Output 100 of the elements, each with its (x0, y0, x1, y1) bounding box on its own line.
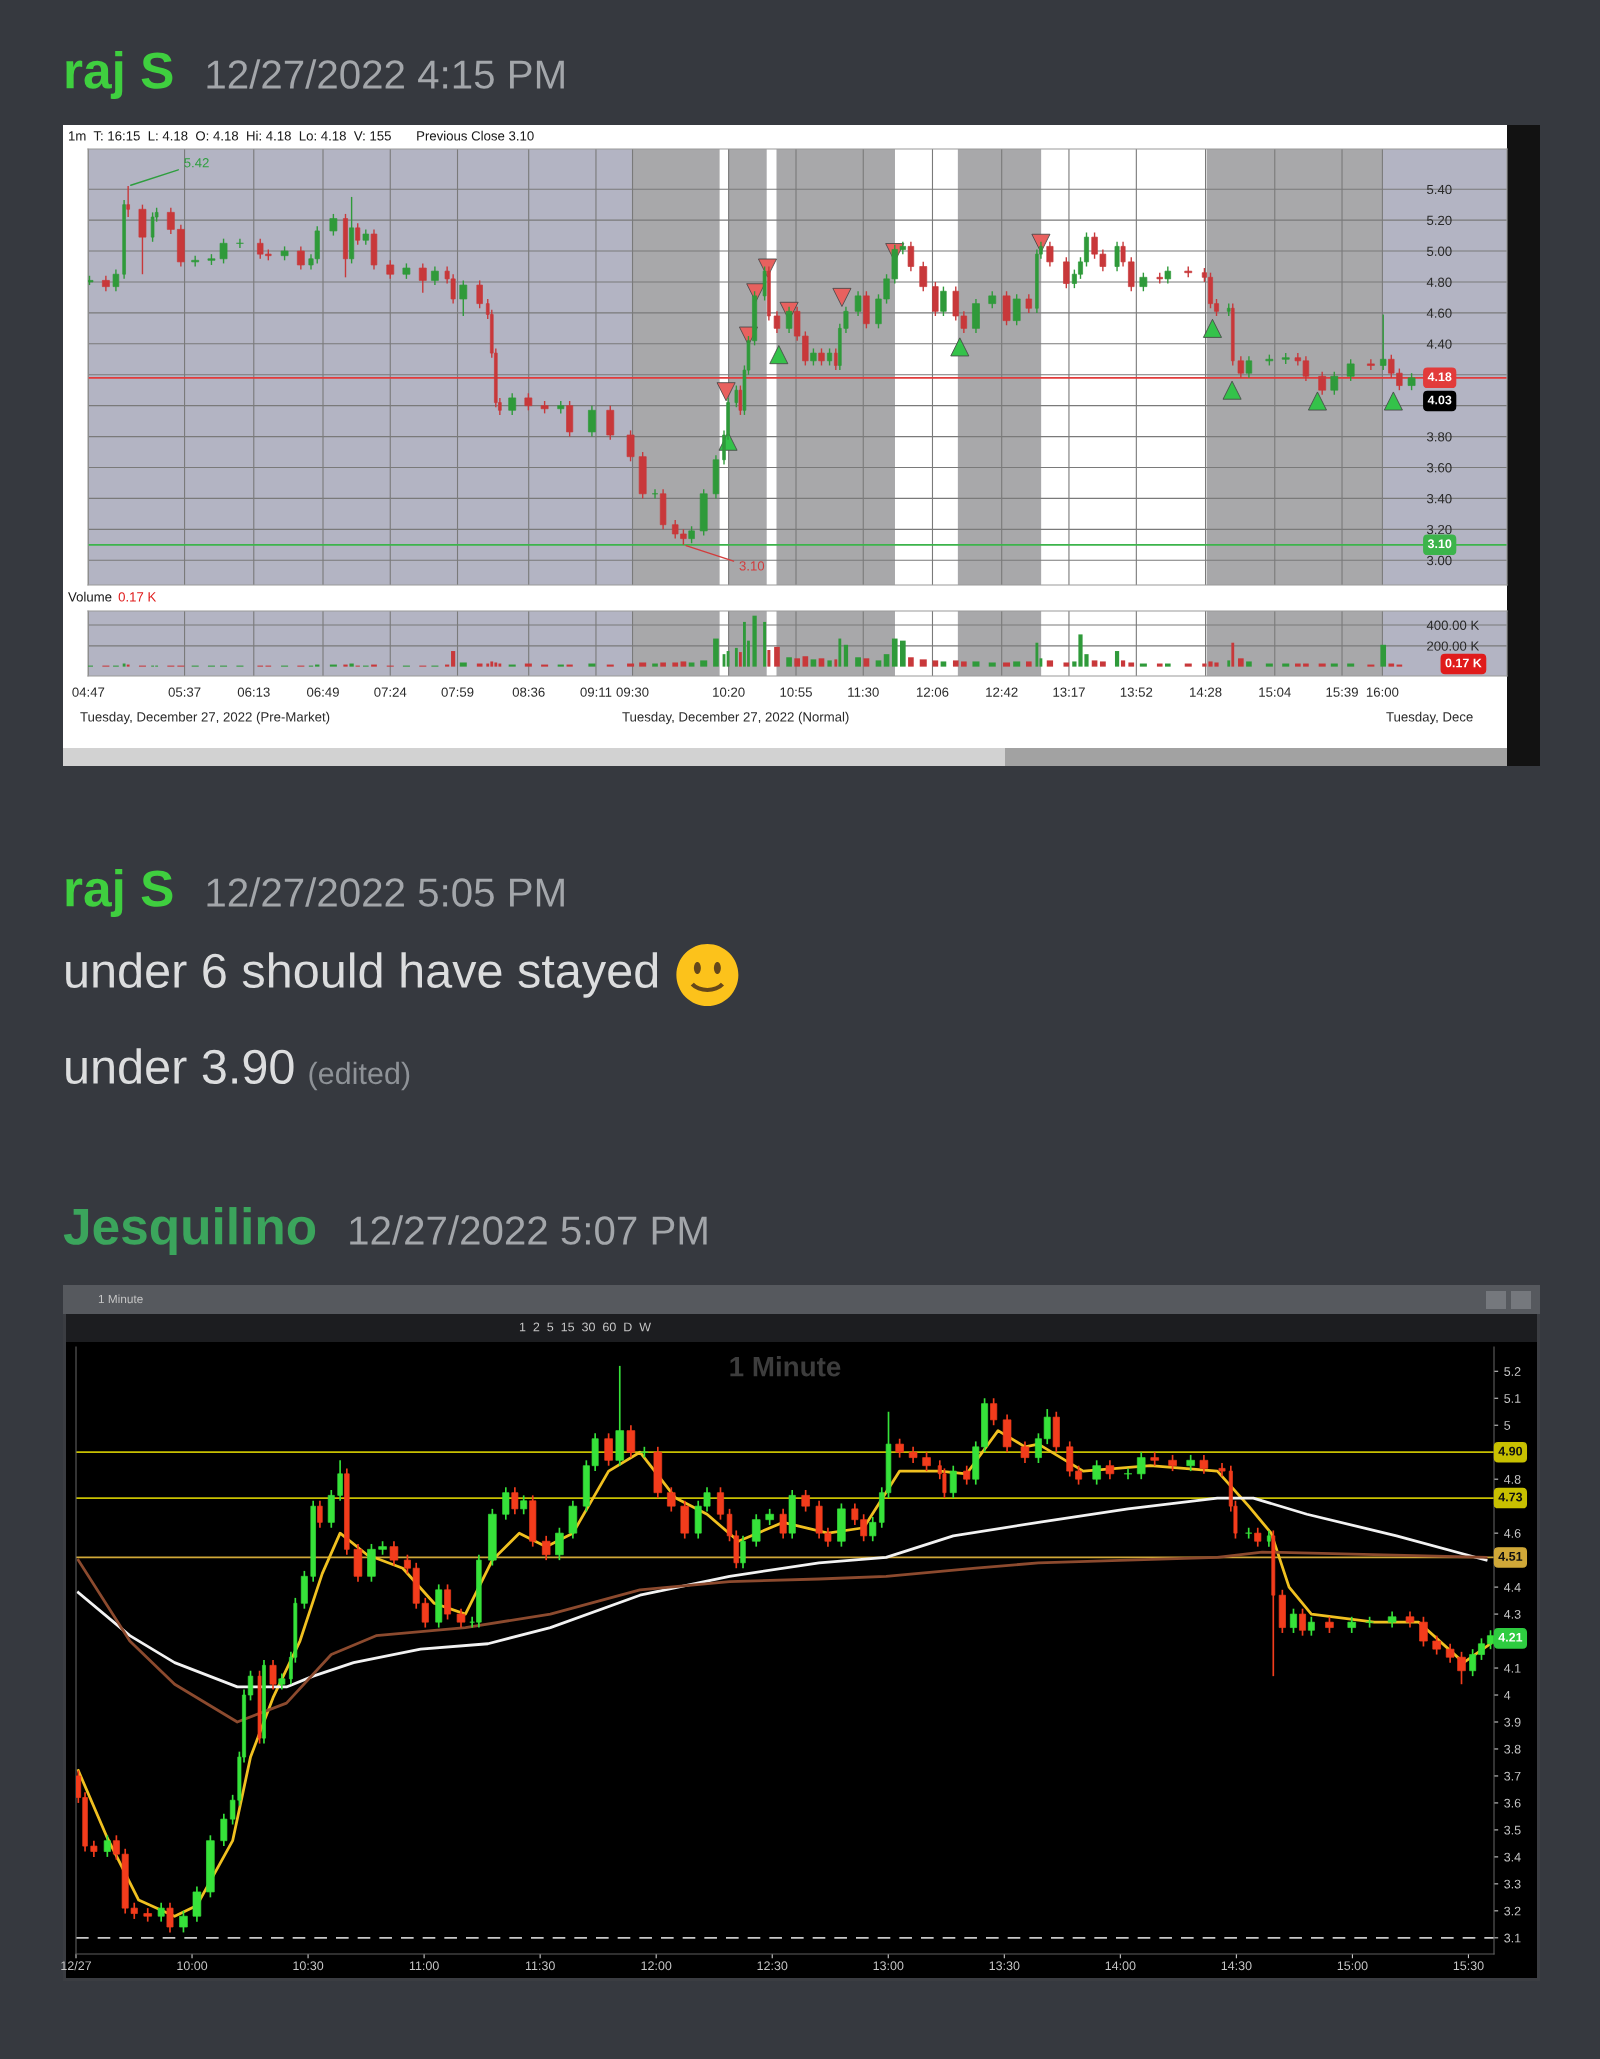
candlestick (157, 1901, 165, 1923)
candlestick (751, 1513, 761, 1548)
candlestick (990, 1397, 998, 1427)
y-tick-label: 3.8 (1504, 1744, 1521, 1754)
text: 12/27/2022 5:05 PM (207, 877, 564, 907)
candlestick (963, 1464, 971, 1486)
candlestick (740, 1535, 746, 1570)
candlestick (520, 1494, 528, 1516)
y-tick-label: 4 (1504, 1690, 1511, 1700)
candlestick (1289, 1607, 1297, 1634)
candlestick (922, 1451, 931, 1472)
x-tick-label: 15:30 (1453, 1961, 1484, 1971)
x-tick-label: 13:00 (873, 1961, 904, 1971)
candlestick (1457, 1651, 1466, 1686)
y-tick-label: 4.6 (1504, 1528, 1521, 1538)
y-tick-label: 5.2 (1504, 1367, 1521, 1376)
text: 12/27/2022 5:07 PM (350, 1215, 707, 1245)
text: Jesquilino (63, 1207, 316, 1255)
y-tick-label: 3.4 (1504, 1852, 1521, 1862)
x-tick-label: 11:00 (409, 1961, 439, 1971)
y-tick-label: 4.4 (1504, 1583, 1521, 1592)
candlestick (1034, 1432, 1042, 1464)
candlestick (1487, 1629, 1494, 1650)
y-tick-label: 4.8 (1504, 1474, 1521, 1484)
candlestick (1136, 1451, 1146, 1481)
candlestick (166, 1901, 174, 1934)
candlestick (1105, 1459, 1115, 1481)
candlestick (869, 1516, 877, 1543)
ref-line-label: 4.90 (1498, 1446, 1523, 1456)
candlestick (1199, 1454, 1209, 1475)
candlestick (317, 1499, 323, 1529)
text: raj S (66, 51, 173, 99)
candlestick (1150, 1451, 1159, 1467)
y-tick-label: 3.6 (1504, 1798, 1521, 1808)
line-series (76, 1550, 1488, 1724)
candlestick (269, 1659, 277, 1691)
candlestick (337, 1459, 343, 1502)
candlestick (220, 1812, 228, 1847)
text: 1 Minute (98, 1294, 143, 1304)
candlestick (626, 1424, 636, 1459)
candlestick (511, 1486, 519, 1516)
candlestick (1299, 1607, 1306, 1637)
y-tick-label: 3.7 (1504, 1771, 1521, 1781)
candlestick (1092, 1459, 1101, 1486)
candlestick (604, 1432, 613, 1467)
x-tick-label: 12/27 (61, 1960, 92, 1971)
y-tick-label: 3.1 (1504, 1933, 1521, 1943)
candlestick (1123, 1467, 1133, 1481)
x-tick-label: 11:30 (525, 1961, 555, 1971)
candlestick (541, 1535, 551, 1561)
ref-line-label: 4.51 (1498, 1552, 1523, 1561)
y-tick-label: 4.3 (1504, 1609, 1521, 1619)
text: under 6 should have stayed (66, 952, 658, 998)
candlestick (179, 1910, 188, 1934)
candlestick (1245, 1526, 1253, 1540)
text: (edited) (309, 1061, 410, 1091)
candlestick (1254, 1526, 1262, 1548)
x-tick-label: 10:00 (177, 1961, 208, 1971)
candlestick (779, 1508, 787, 1540)
ref-line-label: 4.73 (1498, 1492, 1523, 1502)
y-tick-label: 5.1 (1504, 1394, 1521, 1403)
y-tick-label: 3.9 (1504, 1717, 1521, 1727)
candlestick (1419, 1615, 1428, 1648)
text: under 3.90 (66, 1048, 294, 1085)
x-tick-label: 13:30 (989, 1961, 1020, 1971)
candlestick (716, 1486, 724, 1521)
candlestick (555, 1526, 564, 1561)
chart-title: 1 Minute (730, 1356, 841, 1377)
candlestick (103, 1834, 111, 1858)
y-tick-label: 3.2 (1504, 1906, 1521, 1916)
y-tick-label: 5 (1504, 1421, 1511, 1430)
candlestick (949, 1464, 957, 1499)
x-tick-label: 12:30 (757, 1961, 788, 1971)
x-tick-label: 12:00 (641, 1961, 672, 1971)
y-tick-label: 3.5 (1504, 1825, 1521, 1835)
line-series (76, 1496, 1488, 1689)
candlestick (247, 1669, 254, 1702)
y-tick-label: 4.1 (1504, 1663, 1521, 1673)
candlestick (1043, 1408, 1051, 1445)
candlestick (801, 1489, 810, 1513)
candlestick (667, 1486, 676, 1513)
candlestick (1469, 1648, 1477, 1677)
candlestick (1020, 1440, 1030, 1464)
annotation: 4.21 (1498, 1632, 1523, 1642)
y-tick-label: 3.3 (1504, 1879, 1521, 1889)
candlestick (895, 1437, 904, 1459)
text: 1 2 5 15 30 60 D W (519, 1322, 651, 1332)
text: raj S (66, 869, 173, 917)
candlestick (389, 1540, 399, 1567)
candlestick (456, 1607, 466, 1629)
x-tick-label: 15:00 (1337, 1961, 1368, 1971)
candlestick (1445, 1642, 1455, 1664)
candlestick (502, 1486, 510, 1521)
candlestick (1478, 1637, 1485, 1661)
candlestick (143, 1907, 152, 1923)
candlestick (1307, 1615, 1315, 1637)
x-tick-label: 10:30 (293, 1961, 324, 1971)
candlestick (1432, 1634, 1441, 1656)
x-tick-label: 14:30 (1221, 1961, 1252, 1971)
x-tick-label: 14:00 (1105, 1961, 1136, 1971)
